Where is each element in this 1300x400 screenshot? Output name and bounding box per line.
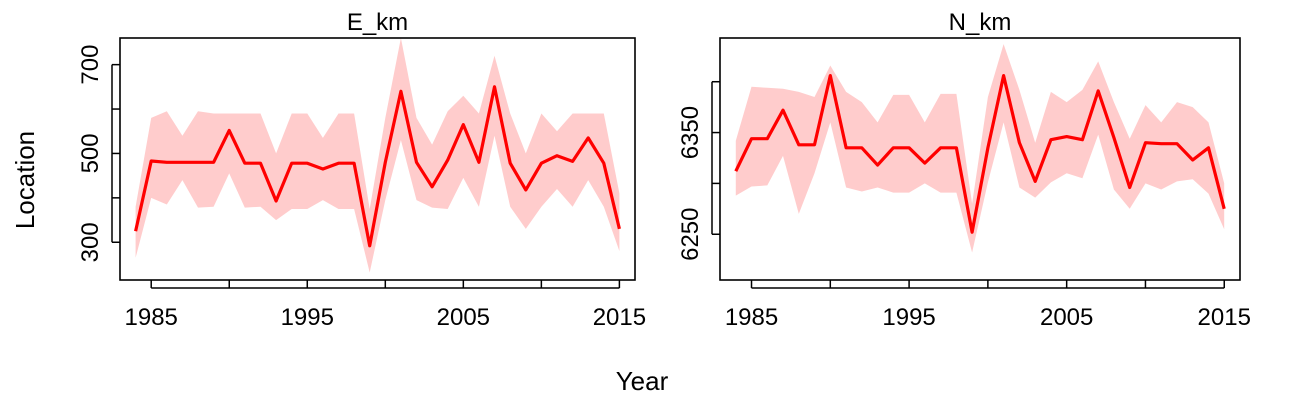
y-axis-label: Location — [10, 131, 40, 229]
y-tick-label: 6350 — [677, 106, 704, 159]
x-tick-label: 1985 — [725, 304, 778, 331]
x-tick-label: 2005 — [437, 304, 490, 331]
chart-title: N_km — [949, 9, 1012, 36]
confidence-band — [135, 38, 620, 273]
x-axis-label: Year — [616, 366, 669, 396]
x-tick-label: 1995 — [281, 304, 334, 331]
x-tick-label: 1985 — [125, 304, 178, 331]
panel-e-km: E_km 1985 1995 2005 2015 300 500 700 — [77, 9, 646, 331]
y-tick-label: 700 — [77, 45, 104, 85]
x-tick-label: 2015 — [1198, 304, 1251, 331]
series-line — [734, 74, 1226, 234]
plot-frame — [119, 37, 636, 281]
y-tick-label: 6250 — [677, 208, 704, 261]
y-tick-label: 500 — [77, 133, 104, 173]
confidence-band — [735, 44, 1225, 253]
plot-frame — [719, 37, 1241, 281]
series-line — [134, 85, 621, 248]
y-tick-label: 300 — [77, 222, 104, 262]
x-tick-label: 1995 — [882, 304, 935, 331]
x-tick-label: 2005 — [1040, 304, 1093, 331]
x-tick-label: 2015 — [593, 304, 646, 331]
panel-n-km: N_km 1985 1995 2005 2015 6250 6350 — [677, 9, 1251, 331]
chart-title: E_km — [347, 9, 408, 36]
